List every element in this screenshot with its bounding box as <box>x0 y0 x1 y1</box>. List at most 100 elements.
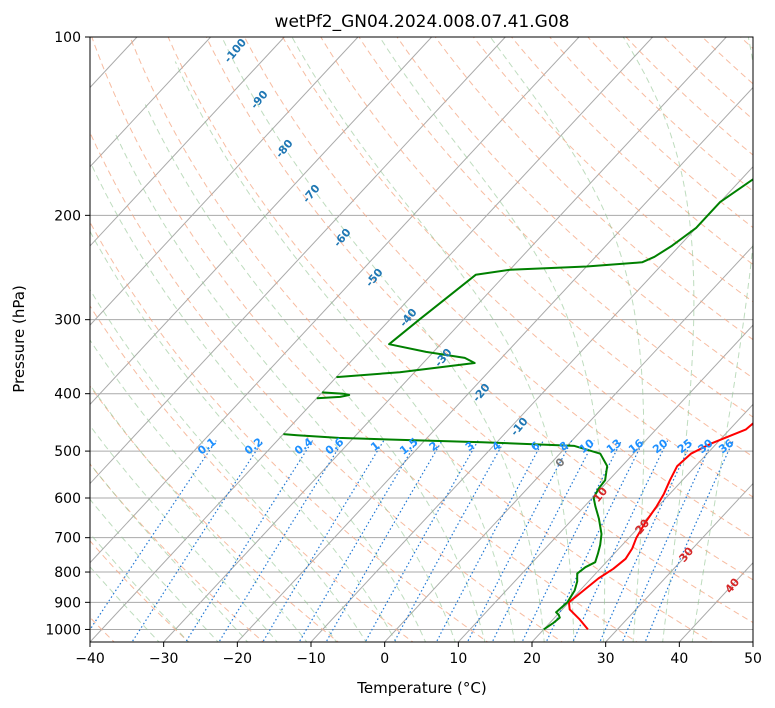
moist-adiabat-line <box>90 288 367 642</box>
moist-adiabat-line <box>90 462 249 642</box>
isotherm-line <box>90 37 359 326</box>
y-tick-label: 1000 <box>45 622 81 638</box>
dry-adiabat-line <box>167 37 753 624</box>
x-tick-label: −30 <box>149 651 179 667</box>
mixing-ratio-label: 0.1 <box>195 435 218 457</box>
dry-adiabat-line <box>358 37 753 418</box>
mixing-ratio-label: 10 <box>577 436 597 456</box>
mixing-ratio-line <box>435 440 544 642</box>
dry-adiabat-label: -20 <box>470 381 493 405</box>
moist-adiabat-line <box>90 532 190 642</box>
isotherm-line <box>90 37 285 247</box>
dry-adiabat-label: -90 <box>248 88 271 112</box>
dry-adiabat-label: -60 <box>331 226 354 250</box>
dry-adiabat-line <box>434 37 753 341</box>
mixing-ratio-line <box>393 440 506 642</box>
mixing-ratio-line <box>466 440 573 642</box>
dry-adiabat-line <box>90 131 564 642</box>
y-tick-label: 500 <box>54 444 81 460</box>
dry-adiabat-line <box>549 37 753 229</box>
mixing-ratio-line <box>218 440 344 642</box>
dry-adiabat-line <box>587 37 753 192</box>
dry-adiabats <box>90 11 775 645</box>
dry-adiabat-line <box>396 37 753 379</box>
dewpoint-profile <box>336 178 753 379</box>
isotherm-line <box>163 37 727 642</box>
y-axis-ticks: 1000 900 800 700 600 500 400 300 200 100 <box>45 30 90 638</box>
dry-adiabat-line <box>320 37 753 458</box>
x-tick-label: −40 <box>75 651 105 667</box>
dry-adiabat-line <box>90 540 190 642</box>
dry-adiabat-label: -50 <box>363 266 386 290</box>
mixing-ratio-line <box>262 440 385 642</box>
dry-adiabat-line <box>91 37 638 642</box>
plot-area: 0.1 0.2 0.4 0.6 1 1.5 2 3 4 6 8 10 13 16 20 25 30 36-100-… <box>90 11 775 645</box>
y-tick-label: 300 <box>54 313 81 329</box>
isotherm-line <box>236 86 753 642</box>
dry-adiabat-line <box>90 463 265 642</box>
isotherm-line <box>605 482 753 642</box>
x-tick-label: 30 <box>597 651 615 667</box>
isotherm-line <box>90 37 212 168</box>
y-tick-label: 100 <box>54 30 81 46</box>
mixing-ratio-line <box>131 440 264 642</box>
dry-adiabat-label: 20 <box>632 516 652 536</box>
dry-adiabat-line <box>750 11 775 645</box>
x-axis-ticks: −40 −30 −20 −10 0 10 20 30 40 50 <box>75 642 762 667</box>
moist-adiabat-line <box>221 37 545 642</box>
y-tick-label: 800 <box>54 565 81 581</box>
sounding-series <box>283 178 753 631</box>
isotherm-line <box>752 641 753 642</box>
dewpoint-profile <box>316 391 351 400</box>
isotherm-line <box>457 324 753 642</box>
mixing-ratio-label: 1.5 <box>397 435 420 457</box>
x-tick-label: −20 <box>223 651 253 667</box>
dry-adiabat-line <box>472 37 753 303</box>
y-tick-label: 600 <box>54 491 81 507</box>
moist-adiabat-line <box>90 230 397 642</box>
dry-adiabat-line <box>282 37 753 498</box>
isotherm-line <box>90 37 506 485</box>
dry-adiabat-line <box>129 37 713 642</box>
y-axis-label: Pressure (hPa) <box>10 285 28 393</box>
dry-adiabat-line <box>510 37 753 266</box>
dry-adiabat-label: -40 <box>397 306 420 330</box>
temperature-profile <box>567 422 753 631</box>
moist-adiabat-line <box>291 37 575 642</box>
dry-adiabat-label: 10 <box>590 484 610 504</box>
isotherm-line <box>90 37 654 642</box>
dry-adiabat-label: -100 <box>221 36 249 66</box>
mixing-ratio-line <box>325 440 443 642</box>
moist-adiabats <box>90 37 753 642</box>
dry-adiabat-line <box>243 37 753 539</box>
dry-adiabat-line <box>90 385 340 642</box>
y-tick-label: 700 <box>54 531 81 547</box>
isotherm-grid <box>90 37 753 642</box>
mixing-ratio-line <box>491 440 595 642</box>
mixing-ratio-line <box>644 440 734 642</box>
x-tick-label: 20 <box>523 651 541 667</box>
mixing-ratio-line <box>185 440 314 642</box>
x-tick-label: 50 <box>744 651 762 667</box>
moist-adiabat-line <box>691 37 753 642</box>
moist-adiabat-line <box>114 132 456 642</box>
chart-title: wetPf2_GN04.2024.008.07.41.G08 <box>275 12 570 32</box>
mixing-ratio-line <box>599 440 693 642</box>
dry-adiabat-line <box>90 221 489 642</box>
x-tick-label: 40 <box>670 651 688 667</box>
mixing-ratio-line <box>572 440 669 642</box>
moist-adiabat-line <box>622 37 695 642</box>
moist-adiabat-line <box>379 37 606 642</box>
mixing-ratio-line <box>298 440 418 642</box>
dry-adiabat-label: -10 <box>508 415 531 439</box>
moist-adiabat-line <box>90 566 160 642</box>
dry-adiabat-line <box>625 37 753 156</box>
x-tick-label: 0 <box>380 651 389 667</box>
mixing-ratio-label: 13 <box>604 437 624 457</box>
isotherm-line <box>531 403 753 642</box>
dry-adiabat-label: -70 <box>300 182 323 206</box>
x-tick-label: 10 <box>449 651 467 667</box>
y-tick-label: 400 <box>54 387 81 403</box>
moist-adiabat-line <box>90 498 219 642</box>
